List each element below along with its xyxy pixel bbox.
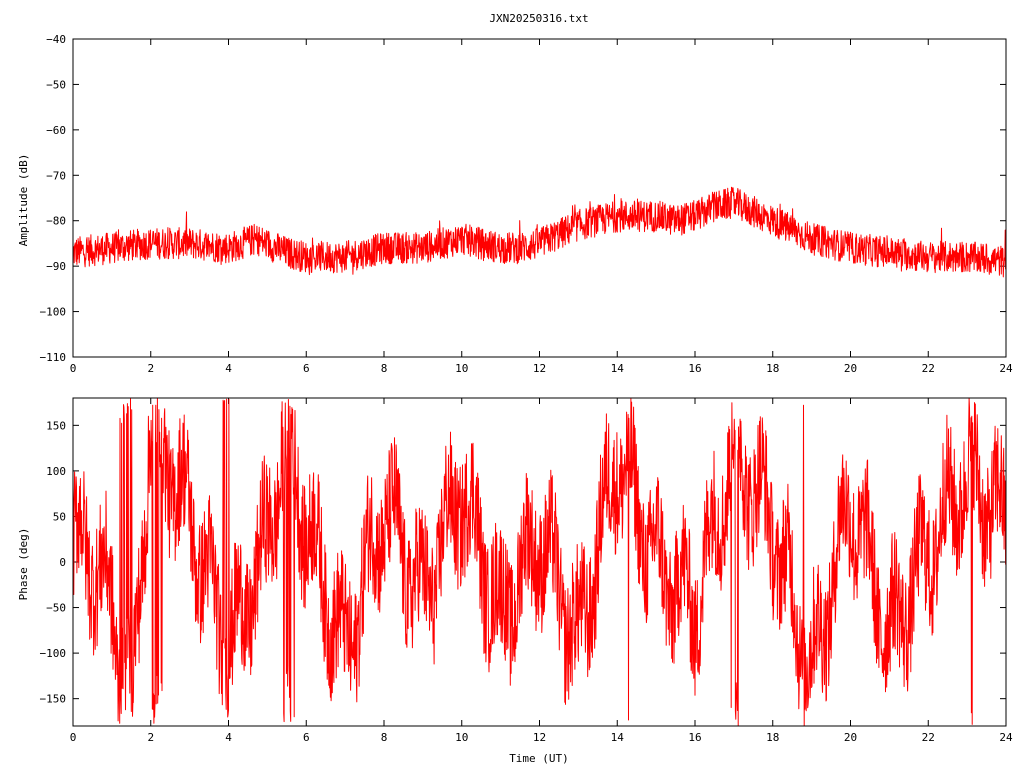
amplitude-y-tick-label: −70 <box>46 169 66 182</box>
amplitude-x-tick-label: 4 <box>225 362 232 375</box>
amplitude-x-tick-label: 6 <box>303 362 310 375</box>
amplitude-x-tick-label: 8 <box>381 362 388 375</box>
amplitude-y-tick-label: −60 <box>46 124 66 137</box>
amplitude-y-axis-label: Amplitude (dB) <box>17 154 30 247</box>
amplitude-y-tick-label: −80 <box>46 215 66 228</box>
phase-y-tick-label: −150 <box>40 693 67 706</box>
phase-y-tick-label: 100 <box>46 465 66 478</box>
phase-x-tick-label: 6 <box>303 731 310 744</box>
phase-x-tick-label: 10 <box>455 731 468 744</box>
amplitude-x-tick-label: 20 <box>844 362 857 375</box>
amplitude-y-tick-label: −50 <box>46 78 66 91</box>
time-x-axis-label: Time (UT) <box>509 752 569 765</box>
phase-panel: Phase (deg) Time (UT) 0 2 4 6 8 10 12 14 16 18 20 2… <box>17 397 1013 765</box>
amplitude-y-tick-label: −90 <box>46 260 66 273</box>
phase-y-tick-label: −100 <box>40 647 67 660</box>
amplitude-series-line <box>72 186 1007 278</box>
amplitude-axis-ticks: 0 2 4 6 8 10 12 14 16 18 20 22 24−40−50−60−70−80−90−… <box>40 33 1013 375</box>
phase-series-line <box>72 397 1007 727</box>
phase-x-tick-label: 24 <box>999 731 1013 744</box>
amplitude-x-tick-label: 10 <box>455 362 468 375</box>
phase-y-axis-label: Phase (deg) <box>17 528 30 601</box>
phase-y-tick-label: 0 <box>59 556 66 569</box>
amplitude-x-tick-label: 14 <box>611 362 625 375</box>
amplitude-x-tick-label: 0 <box>70 362 77 375</box>
phase-x-tick-label: 22 <box>922 731 935 744</box>
phase-x-tick-label: 20 <box>844 731 857 744</box>
amplitude-y-tick-label: −100 <box>40 306 67 319</box>
chart-title: JXN20250316.txt <box>489 12 588 25</box>
phase-x-tick-label: 4 <box>225 731 232 744</box>
phase-x-tick-label: 0 <box>70 731 77 744</box>
phase-x-tick-label: 2 <box>147 731 154 744</box>
phase-x-tick-label: 12 <box>533 731 546 744</box>
phase-x-tick-label: 14 <box>611 731 625 744</box>
amplitude-x-tick-label: 24 <box>999 362 1013 375</box>
amplitude-plot-frame <box>72 38 1007 358</box>
phase-y-tick-label: 150 <box>46 419 66 432</box>
amplitude-y-tick-label: −40 <box>46 33 66 46</box>
amplitude-series <box>72 186 1007 278</box>
phase-plot-frame <box>72 397 1007 727</box>
phase-x-tick-label: 16 <box>688 731 701 744</box>
phase-series <box>72 397 1007 727</box>
amplitude-x-tick-label: 2 <box>147 362 154 375</box>
phase-y-tick-label: 50 <box>53 510 66 523</box>
amplitude-y-tick-label: −110 <box>40 351 67 364</box>
phase-x-tick-label: 8 <box>381 731 388 744</box>
phase-x-tick-label: 18 <box>766 731 779 744</box>
phase-y-tick-label: −50 <box>46 602 66 615</box>
amplitude-x-tick-label: 18 <box>766 362 779 375</box>
amplitude-x-tick-label: 12 <box>533 362 546 375</box>
amplitude-x-tick-label: 16 <box>688 362 701 375</box>
amplitude-panel: Amplitude (dB) 0 2 4 6 8 10 12 14 16 18 20 22 24−40−… <box>17 33 1013 375</box>
phase-axis-ticks: 0 2 4 6 8 10 12 14 16 18 20 22 24150100500−50−100−15… <box>40 398 1013 744</box>
amplitude-x-tick-label: 22 <box>922 362 935 375</box>
